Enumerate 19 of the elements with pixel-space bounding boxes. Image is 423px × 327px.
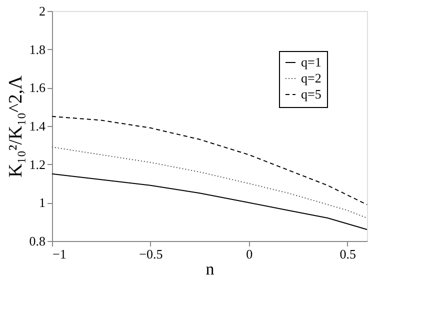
y-tick-label: 1.8 (29, 42, 46, 57)
x-tick-label: 0.5 (340, 246, 356, 262)
y-tick-label: 1.4 (29, 118, 46, 134)
y-tick-label: 1.6 (29, 80, 46, 96)
legend-label: q=1 (301, 54, 322, 70)
y-tick-label: 0.8 (29, 234, 46, 248)
line-series (52, 146, 368, 218)
x-axis-title: n (206, 260, 215, 278)
y-tick-label: 2 (39, 4, 46, 18)
legend-label: q=2 (301, 70, 322, 86)
y-axis-title: K₁₀²/K₁₀^2,Λ (5, 75, 26, 178)
y-tick-label: 1.2 (29, 156, 46, 172)
line-series (52, 116, 368, 206)
line-series (52, 173, 368, 230)
x-tick-label: 0 (246, 246, 253, 262)
y-tick-label: 1 (39, 195, 46, 210)
x-tick-label: −0.5 (139, 246, 163, 262)
legend-label: q=5 (301, 86, 322, 102)
x-tick-label: −1 (52, 246, 66, 262)
